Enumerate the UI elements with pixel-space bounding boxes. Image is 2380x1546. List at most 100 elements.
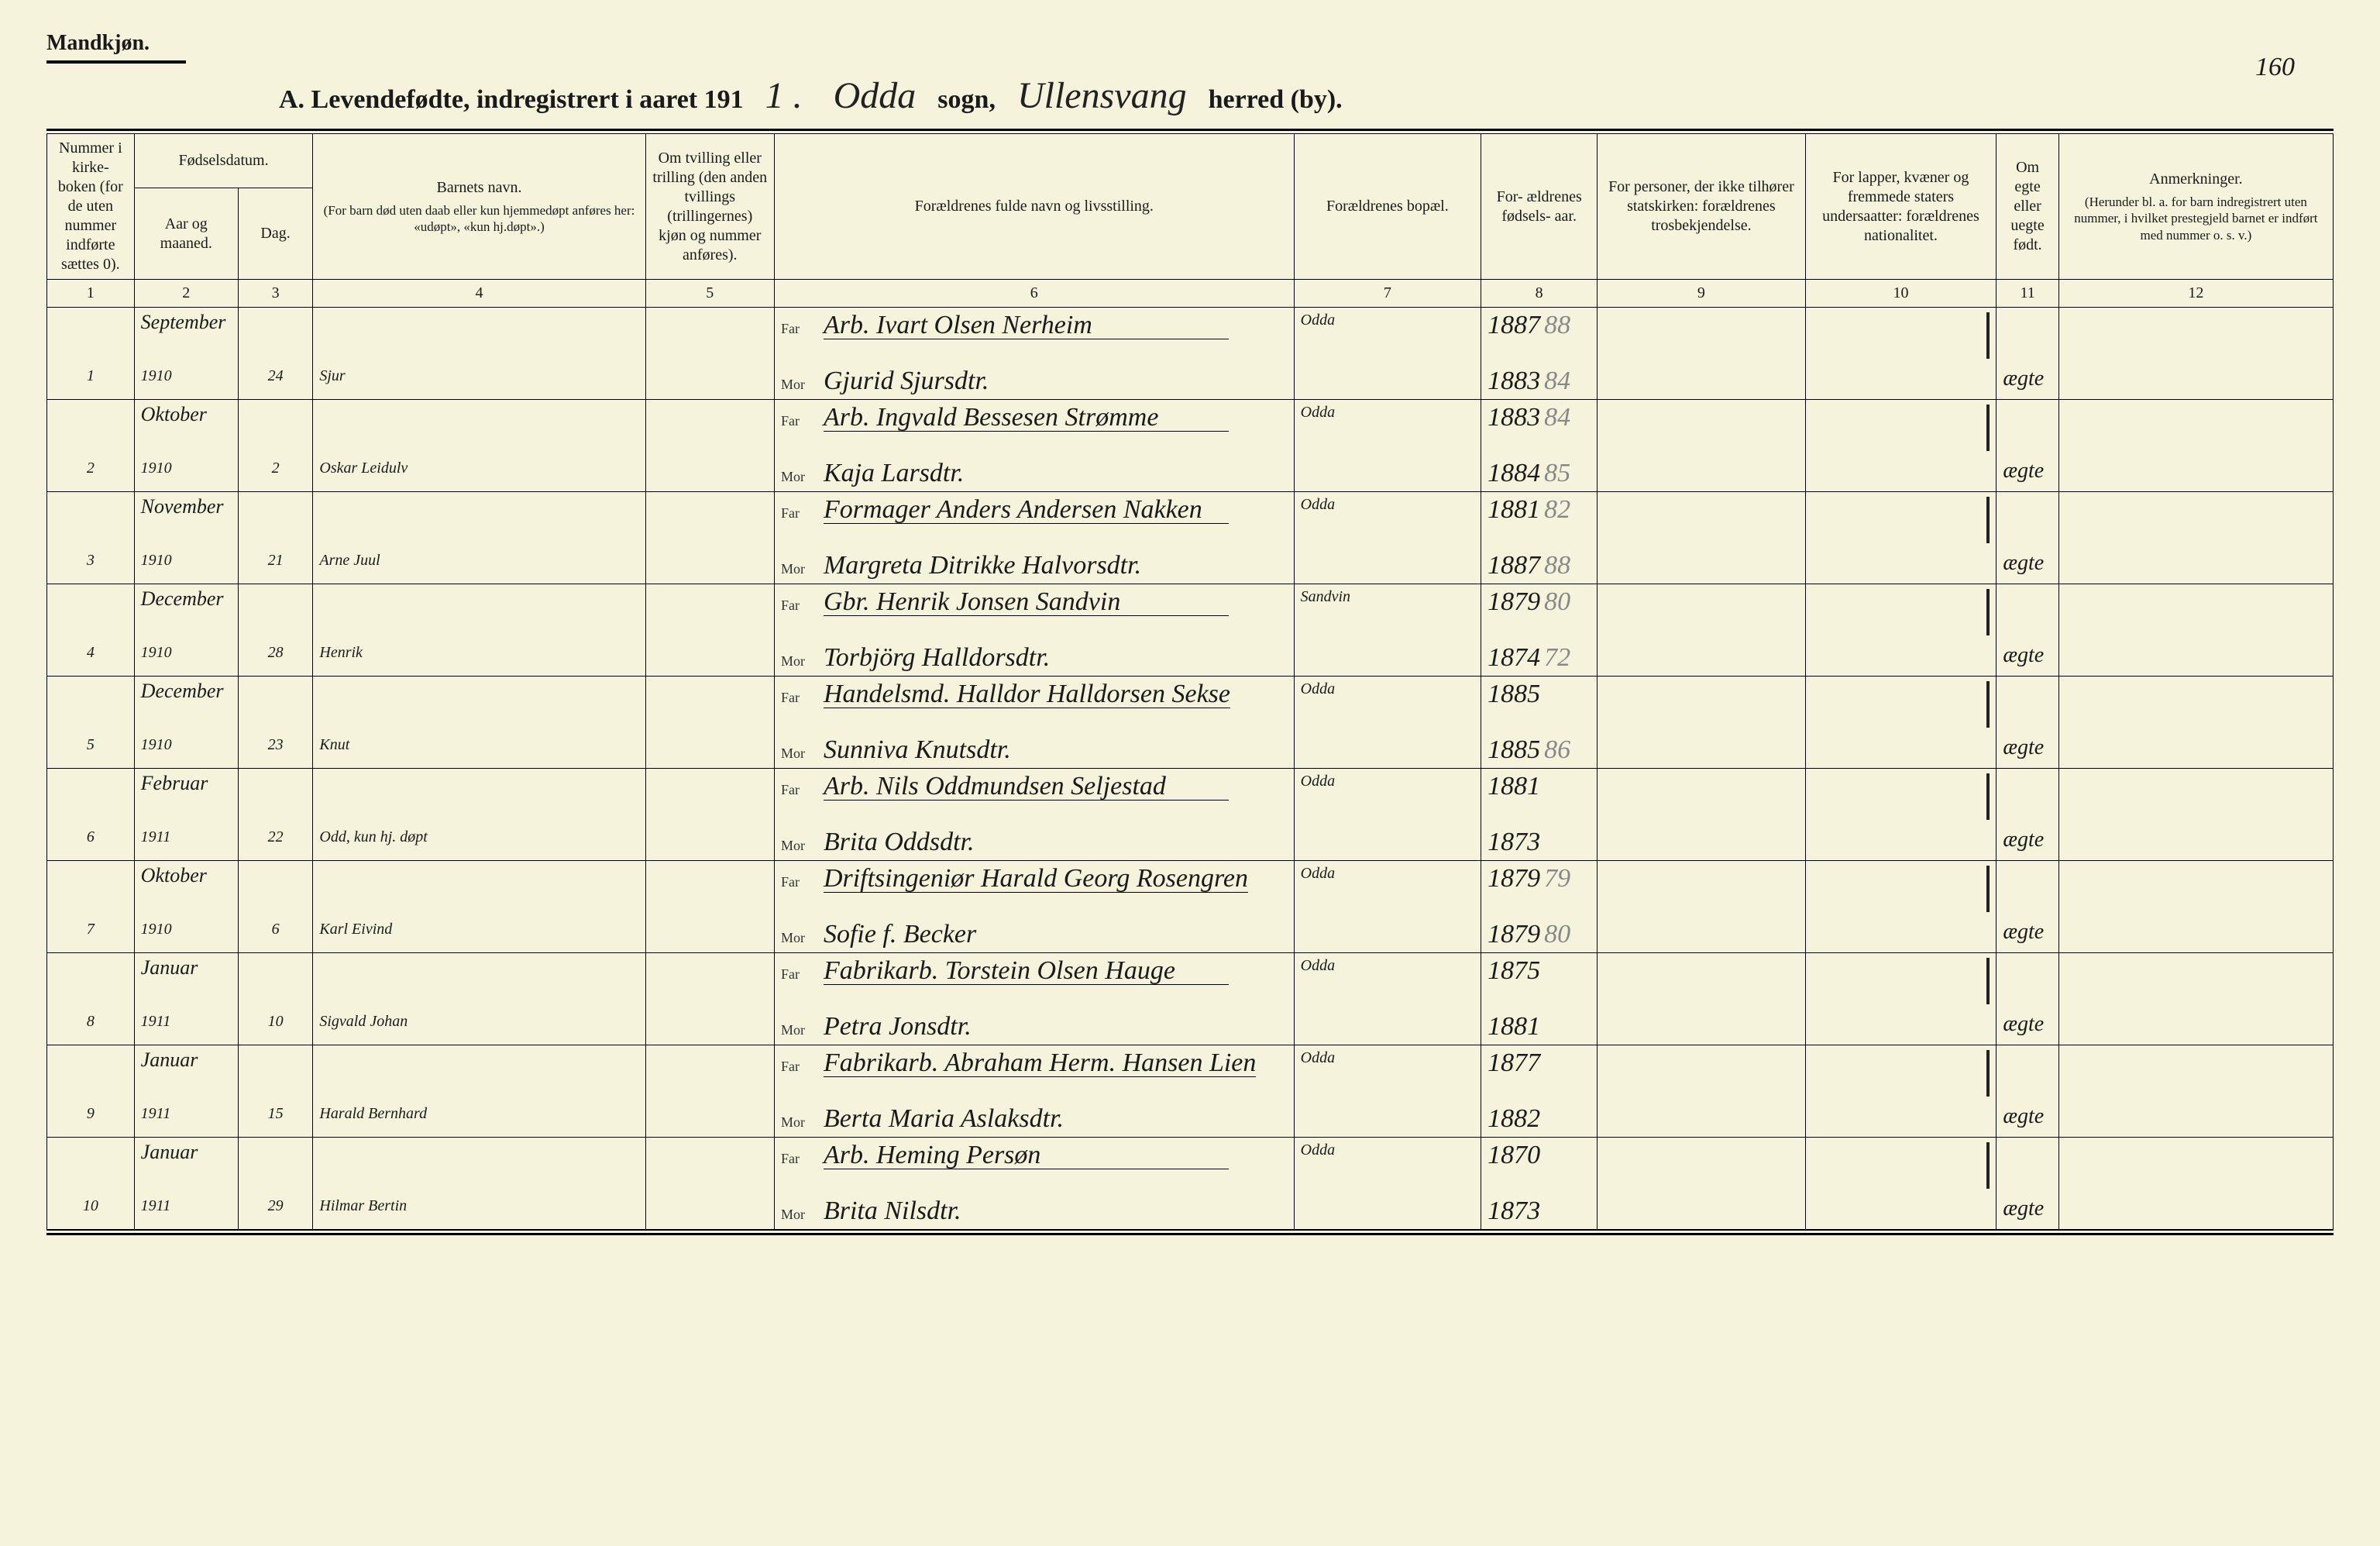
col10-bar-icon <box>1986 681 1990 728</box>
cell-num-blank <box>47 677 135 733</box>
cell-c9 <box>1598 640 1805 677</box>
far-label: Far <box>781 1151 813 1167</box>
cell-c10-top <box>1805 308 1997 364</box>
cell-child: Harald Bernhard <box>313 1101 645 1138</box>
cell-day: 29 <box>238 1193 313 1230</box>
cell-mor-year: 1887 88 <box>1481 548 1598 584</box>
cell-legit: ægte <box>1997 456 2058 492</box>
cell-child-blank <box>313 677 645 733</box>
far-name: Driftsingeniør Harald Georg Rosengren <box>824 866 1248 893</box>
cell-day-blank <box>238 953 313 1010</box>
mor-year-faint: 72 <box>1544 643 1570 672</box>
cell-bopael: Sandvin <box>1294 584 1481 641</box>
far-year-faint: 79 <box>1544 864 1570 893</box>
cell-child-blank <box>313 400 645 456</box>
far-name: Handelsmd. Halldor Halldorsen Sekse <box>824 681 1230 708</box>
mor-year: 1881 <box>1488 1012 1540 1041</box>
cell-num-blank <box>47 1045 135 1102</box>
hdr-c4: Barnets navn. (For barn død uten daab el… <box>313 134 645 280</box>
far-year: 1887 <box>1488 311 1540 339</box>
cell-twin <box>645 363 774 400</box>
cell-c12-blank <box>2058 953 2333 1010</box>
cell-num-blank <box>47 308 135 364</box>
hdr-c12: Anmerkninger. (Herunder bl. a. for barn … <box>2058 134 2333 280</box>
cell-day-blank <box>238 400 313 456</box>
cell-c11-blank <box>1997 308 2058 364</box>
table-row: 7 1910 6 Karl Eivind Mor Sofie f. Becker… <box>47 917 2334 953</box>
mor-label: Mor <box>781 561 813 577</box>
table-row: September Far Arb. Ivart Olsen Nerheim O… <box>47 308 2334 364</box>
far-year-faint: 82 <box>1544 495 1570 524</box>
cell-day: 28 <box>238 640 313 677</box>
cell-day: 2 <box>238 456 313 492</box>
hdr-c4-title: Barnets navn. <box>437 179 522 196</box>
cell-day: 23 <box>238 732 313 769</box>
far-label: Far <box>781 505 813 522</box>
cell-bopael-blank <box>1294 548 1481 584</box>
cell-c9-blank <box>1598 953 1805 1010</box>
hdr-c12-title: Anmerkninger. <box>2149 170 2243 188</box>
far-label: Far <box>781 321 813 337</box>
cell-num: 10 <box>47 1193 135 1230</box>
cell-c9 <box>1598 363 1805 400</box>
cell-bopael: Odda <box>1294 308 1481 364</box>
cell-child: Sigvald Johan <box>313 1009 645 1045</box>
cell-twin <box>645 1101 774 1138</box>
mor-year-faint: 84 <box>1544 367 1570 395</box>
header-row-1: Nummer i kirke- boken (for de uten numme… <box>47 134 2334 188</box>
mor-year-faint: 88 <box>1544 551 1570 580</box>
cell-year: 1911 <box>134 1193 238 1230</box>
column-number-row: 1 2 3 4 5 6 7 8 9 10 11 12 <box>47 280 2334 308</box>
cell-far: Far Arb. Nils Oddmundsen Seljestad <box>774 769 1294 825</box>
cell-c9-blank <box>1598 861 1805 918</box>
cell-c10-bot <box>1805 825 1997 861</box>
far-name: Formager Anders Andersen Nakken <box>824 497 1229 524</box>
cell-c9-blank <box>1598 1138 1805 1194</box>
far-year-faint: 88 <box>1544 311 1570 339</box>
cell-c12 <box>2058 1101 2333 1138</box>
table-row: Januar Far Fabrikarb. Abraham Herm. Hans… <box>47 1045 2334 1102</box>
cell-day: 15 <box>238 1101 313 1138</box>
cell-c9-blank <box>1598 492 1805 549</box>
cell-year: 1910 <box>134 363 238 400</box>
cell-c10-bot <box>1805 640 1997 677</box>
table-row: December Far Handelsmd. Halldor Halldors… <box>47 677 2334 733</box>
cell-legit: ægte <box>1997 732 2058 769</box>
cell-child: Sjur <box>313 363 645 400</box>
cell-bopael-blank <box>1294 456 1481 492</box>
cell-day: 22 <box>238 825 313 861</box>
cell-far-year: 1870 <box>1481 1138 1598 1194</box>
colnum-2: 2 <box>134 280 238 308</box>
cell-month: December <box>134 584 238 641</box>
far-year-faint: 84 <box>1544 403 1570 432</box>
cell-month: Oktober <box>134 861 238 918</box>
cell-child-blank <box>313 492 645 549</box>
cell-c11-blank <box>1997 861 2058 918</box>
cell-bopael: Odda <box>1294 677 1481 733</box>
cell-c12 <box>2058 363 2333 400</box>
cell-twin <box>645 825 774 861</box>
hdr-c12-note: (Herunder bl. a. for barn indregistrert … <box>2065 194 2327 243</box>
cell-twin-blank <box>645 400 774 456</box>
cell-num-blank <box>47 861 135 918</box>
far-name: Arb. Nils Oddmundsen Seljestad <box>824 773 1229 801</box>
title-year-hand: 1 . <box>756 77 812 115</box>
cell-bopael-blank <box>1294 732 1481 769</box>
cell-num: 5 <box>47 732 135 769</box>
table-row: 10 1911 29 Hilmar Bertin Mor Brita Nilsd… <box>47 1193 2334 1230</box>
cell-c12 <box>2058 1009 2333 1045</box>
mor-year: 1887 <box>1488 551 1540 580</box>
cell-twin-blank <box>645 769 774 825</box>
cell-num-blank <box>47 769 135 825</box>
cell-twin-blank <box>645 584 774 641</box>
cell-bopael: Odda <box>1294 400 1481 456</box>
title-prefix: A. Levendefødte, indregistrert i aaret 1… <box>279 85 744 115</box>
cell-c12-blank <box>2058 677 2333 733</box>
cell-c10-bot <box>1805 732 1997 769</box>
cell-child-blank <box>313 308 645 364</box>
mor-year: 1885 <box>1488 735 1540 764</box>
cell-c10-bot <box>1805 917 1997 953</box>
cell-child: Karl Eivind <box>313 917 645 953</box>
cell-c12 <box>2058 825 2333 861</box>
mor-label: Mor <box>781 930 813 946</box>
